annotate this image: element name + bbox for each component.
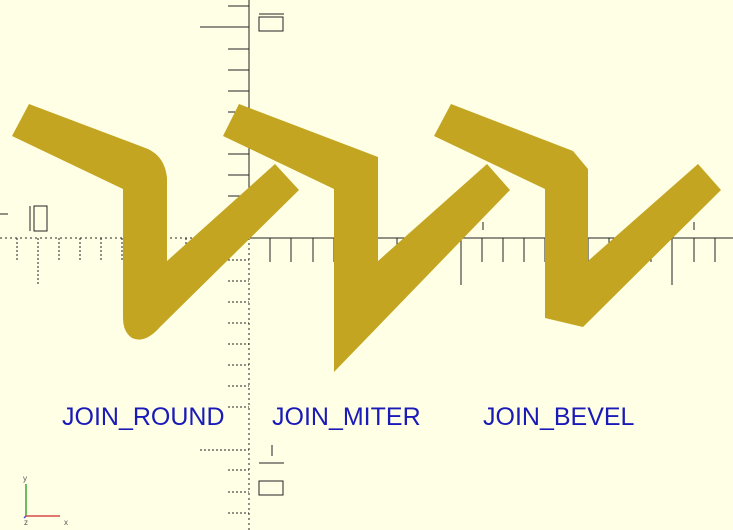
gizmo-z-label: z — [24, 518, 28, 527]
zigzag-bevel-join[interactable] — [434, 104, 721, 327]
gizmo-y-label: y — [23, 474, 27, 483]
y-axis-ticks-lower — [200, 259, 249, 514]
zigzag-shapes[interactable] — [12, 104, 721, 372]
axis-scale-glyphs — [0, 13, 695, 496]
zigzag-miter-join[interactable] — [223, 104, 510, 372]
gizmo-x-label: x — [64, 518, 68, 527]
zigzag-round-join[interactable] — [12, 104, 299, 340]
label-join-bevel: JOIN_BEVEL — [483, 403, 635, 431]
gizmo-z-axis — [23, 515, 27, 519]
label-join-miter: JOIN_MITER — [272, 403, 421, 431]
axes-orientation-gizmo: y x z — [23, 474, 68, 527]
label-join-round: JOIN_ROUND — [62, 403, 225, 431]
